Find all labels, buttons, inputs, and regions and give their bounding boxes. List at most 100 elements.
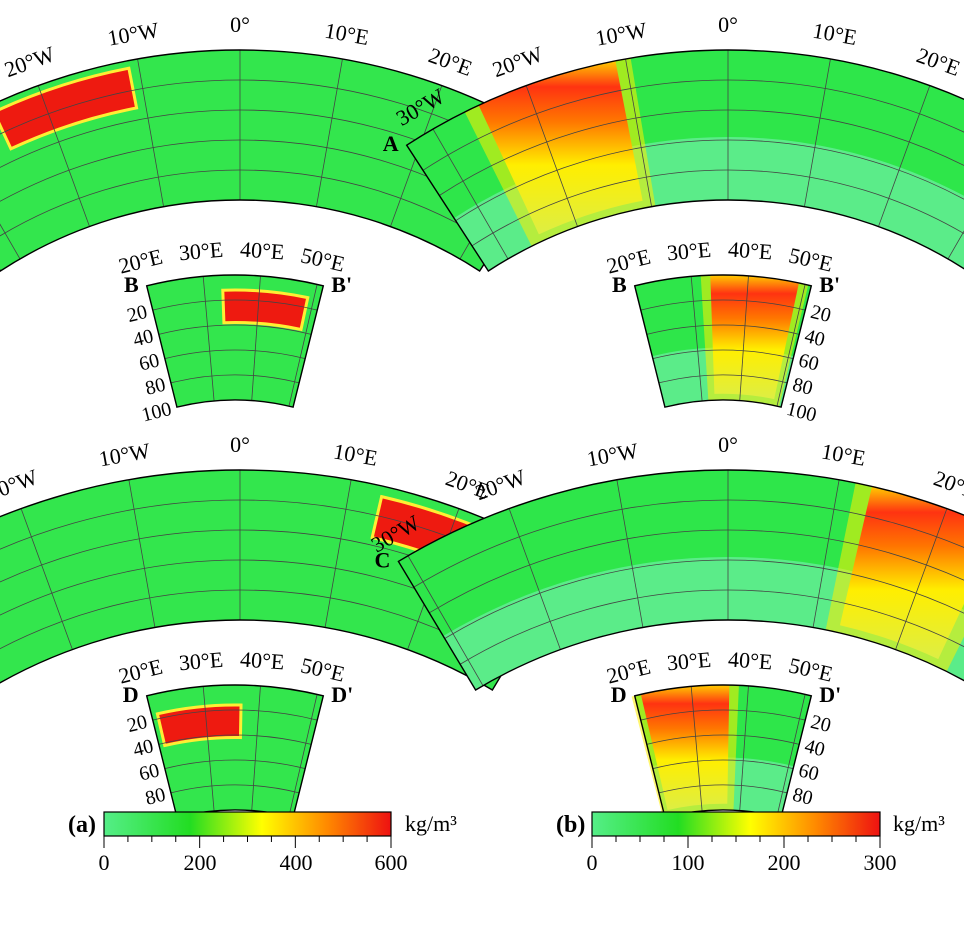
depth-gridline — [652, 759, 794, 770]
meridian-gridline — [878, 85, 931, 227]
meridian-gridline — [895, 508, 948, 650]
section-background — [0, 49, 562, 271]
longitude-label: 40°E — [239, 646, 285, 674]
section-end-label: D' — [819, 682, 841, 707]
meridian-gridline — [947, 230, 964, 260]
depth-gridline — [164, 349, 306, 360]
depth-gridline — [158, 324, 312, 335]
depth-label: 60 — [796, 759, 821, 785]
section-end-label: B' — [331, 272, 352, 297]
depth-label: 40 — [802, 735, 827, 761]
longitude-label: 10°W — [594, 17, 649, 51]
longitude-label: 20°W — [472, 464, 529, 505]
colorbar-a-ramp — [103, 811, 392, 837]
meridian-gridline — [690, 276, 703, 401]
section-end-label: B' — [819, 272, 840, 297]
density-anomaly — [710, 275, 799, 400]
depth-label: 20 — [808, 711, 833, 737]
depth-gridline — [170, 374, 300, 384]
depth-label: 20 — [125, 711, 150, 737]
colorbar-a-tick-2: 400 — [280, 850, 313, 875]
section-outline — [633, 274, 813, 408]
section-outline — [397, 469, 964, 691]
depth-gridline — [640, 709, 806, 721]
meridian-gridline — [625, 58, 652, 207]
section-panels: 30°W20°W10°W0°10°E20°E30°EAA'02040608010… — [0, 12, 964, 837]
meridian-gridline — [324, 479, 352, 628]
colorbar-b-tick-2: 200 — [768, 850, 801, 875]
longitude-label: 10°E — [811, 18, 859, 50]
longitude-label: 10°W — [97, 438, 152, 472]
meridian-gridline — [739, 685, 749, 811]
meridian-gridline — [20, 508, 73, 650]
meridian-gridline — [251, 275, 261, 401]
section-start-label: A — [383, 131, 399, 156]
meridian-gridline — [690, 686, 703, 811]
section-start-label: C — [374, 547, 390, 572]
meridian-gridline — [37, 85, 90, 227]
meridian-gridline — [0, 223, 21, 260]
depth-label: 80 — [790, 784, 815, 810]
panel-label-a: (a) — [68, 812, 96, 838]
depth-label: 20 — [125, 301, 150, 327]
section-outline — [405, 49, 964, 272]
longitude-label: 20°W — [0, 464, 41, 505]
depth-label: 80 — [143, 784, 168, 810]
longitude-label: 40°E — [727, 646, 773, 674]
longitude-label: 20°W — [1, 41, 58, 82]
longitude-label: 30°E — [178, 237, 224, 266]
section-start-label: B — [124, 272, 139, 297]
longitude-label: 10°E — [332, 438, 380, 470]
colorbar-b-unit: kg/m³ — [893, 811, 945, 836]
depth-gridline — [164, 759, 306, 770]
meridian-gridline — [508, 508, 561, 650]
colorbar-b-tick-1: 100 — [672, 850, 705, 875]
meridian-gridline — [525, 85, 578, 227]
longitude-label: 20°E — [931, 465, 964, 504]
longitude-label: 20°E — [425, 42, 475, 81]
colorbar-b-tick-0: 0 — [587, 850, 598, 875]
density-anomaly — [839, 486, 964, 660]
section-end-label: D' — [331, 682, 353, 707]
section-A-b: 30°W20°W10°W0°10°E20°E30°EAA'02040608010… — [383, 12, 964, 272]
depth-gridline — [152, 299, 318, 311]
density-anomaly — [478, 60, 643, 235]
meridian-gridline — [432, 128, 509, 260]
longitude-label: 40°E — [727, 236, 773, 264]
colorbar-a-tick-0: 0 — [99, 850, 110, 875]
depth-gridline — [658, 784, 788, 794]
longitude-label: 0° — [230, 12, 250, 37]
meridian-gridline — [804, 58, 831, 207]
section-start-label: D — [123, 682, 139, 707]
depth-gridline — [652, 349, 794, 360]
depth-label: 100 — [784, 398, 818, 427]
density-anomaly — [0, 66, 139, 151]
meridian-gridline — [407, 555, 484, 686]
depth-gridline — [640, 299, 806, 311]
depth-label: 60 — [137, 349, 162, 375]
colorbar-a-tick-3: 600 — [375, 850, 408, 875]
meridian-gridline — [776, 694, 806, 817]
depth-label: 60 — [137, 759, 162, 785]
colorbar-a-tick-1: 200 — [184, 850, 217, 875]
section-outline — [145, 274, 325, 408]
meridian-gridline — [202, 686, 215, 811]
depth-label: 20 — [808, 301, 833, 327]
section-start-label: B — [612, 272, 627, 297]
longitude-label: 10°W — [106, 17, 161, 51]
depth-gridline — [658, 374, 788, 384]
depth-label: 60 — [796, 349, 821, 375]
longitude-label: 20°E — [913, 42, 963, 81]
colorbar-b: (b) 0 100 200 300 kg/m³ — [556, 811, 945, 875]
density-anomaly — [221, 288, 310, 332]
panel-label-b: (b) — [556, 812, 585, 838]
colorbar-a-ticks — [103, 836, 392, 848]
meridian-gridline — [812, 479, 840, 628]
colorbar-a: (a) 0 200 400 600 kg/m³ — [68, 811, 457, 875]
longitude-label: 0° — [230, 432, 250, 457]
depth-gridline — [152, 709, 318, 721]
